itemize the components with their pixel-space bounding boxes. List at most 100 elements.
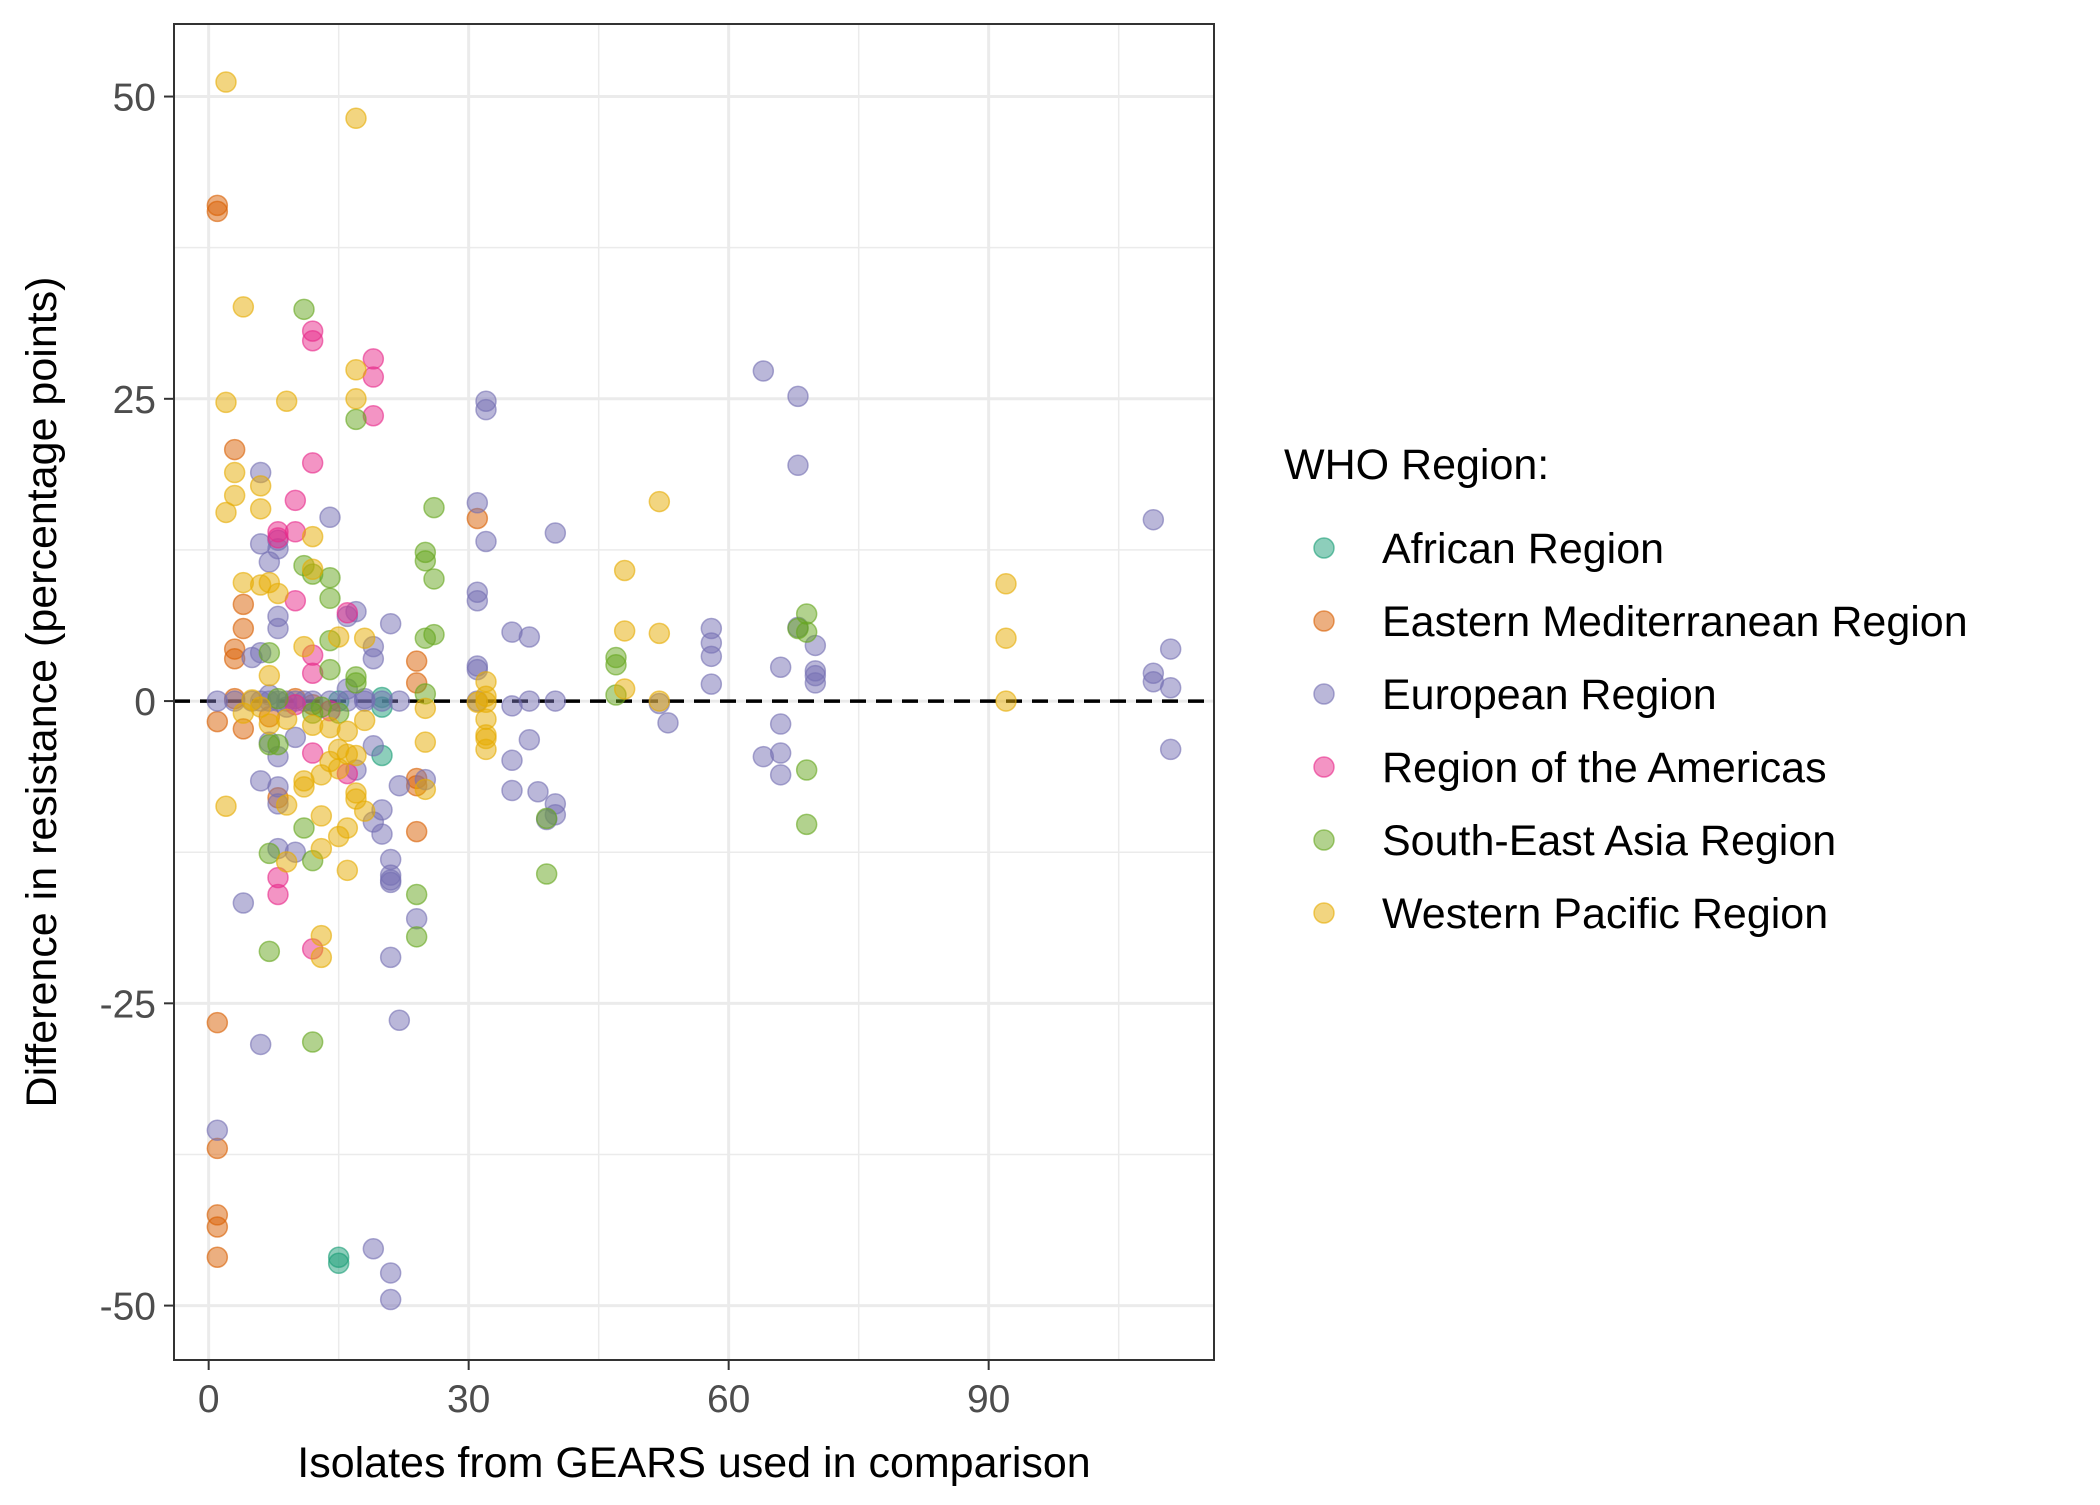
data-point bbox=[336, 602, 359, 624]
data-point bbox=[293, 817, 315, 839]
data-point bbox=[353, 627, 376, 649]
data-point bbox=[319, 716, 341, 739]
data-point bbox=[518, 729, 541, 751]
data-point bbox=[405, 820, 428, 843]
data-point bbox=[475, 738, 497, 761]
data-point bbox=[301, 558, 324, 581]
data-point bbox=[769, 764, 792, 786]
data-point bbox=[405, 907, 428, 930]
data-point bbox=[284, 489, 307, 512]
data-point bbox=[501, 695, 523, 717]
data-point bbox=[769, 742, 792, 764]
data-point bbox=[249, 498, 272, 520]
data-point bbox=[301, 742, 324, 764]
data-point bbox=[787, 385, 809, 408]
data-point bbox=[206, 1137, 229, 1160]
data-point bbox=[544, 690, 567, 712]
data-point bbox=[345, 672, 367, 694]
data-point bbox=[362, 648, 385, 670]
data-point bbox=[769, 656, 792, 678]
data-point bbox=[379, 612, 402, 635]
data-point bbox=[1142, 508, 1165, 531]
data-point bbox=[249, 475, 272, 497]
data-point bbox=[353, 709, 376, 732]
data-point bbox=[215, 501, 237, 524]
data-point bbox=[648, 622, 671, 645]
data-point bbox=[787, 454, 809, 477]
data-point bbox=[267, 617, 289, 640]
data-point bbox=[301, 1031, 324, 1053]
data-point bbox=[345, 107, 367, 130]
data-point bbox=[752, 360, 775, 382]
data-point bbox=[657, 712, 679, 734]
data-point bbox=[518, 626, 541, 648]
data-point bbox=[423, 496, 445, 519]
data-point bbox=[648, 490, 671, 513]
data-point bbox=[475, 530, 497, 553]
data-point bbox=[379, 871, 402, 894]
x-tick-label: 30 bbox=[447, 1378, 490, 1421]
data-point bbox=[301, 662, 324, 685]
data-point bbox=[345, 744, 367, 767]
data-point bbox=[414, 550, 437, 572]
data-point bbox=[995, 690, 1017, 712]
data-point bbox=[1159, 677, 1182, 699]
x-tick-label: 0 bbox=[198, 1378, 220, 1421]
data-point bbox=[275, 794, 298, 816]
data-point bbox=[232, 296, 255, 318]
data-point bbox=[310, 924, 333, 947]
data-point bbox=[293, 776, 315, 798]
legend-label: African Region bbox=[1382, 525, 1664, 573]
data-point bbox=[310, 837, 333, 860]
data-point bbox=[310, 946, 333, 969]
data-point bbox=[414, 697, 437, 720]
legend-item-3: Region of the Americas bbox=[1313, 744, 1827, 792]
data-point bbox=[423, 623, 445, 646]
data-point bbox=[769, 713, 792, 735]
data-point bbox=[362, 348, 385, 370]
data-point bbox=[995, 573, 1017, 595]
y-tick-label: -50 bbox=[100, 1286, 156, 1329]
data-point bbox=[362, 404, 385, 427]
data-point bbox=[267, 527, 289, 549]
data-point bbox=[414, 778, 437, 801]
data-point bbox=[206, 200, 229, 223]
data-point bbox=[379, 946, 402, 969]
data-point bbox=[215, 391, 237, 414]
data-point bbox=[388, 1009, 411, 1032]
data-point bbox=[258, 641, 281, 664]
data-point bbox=[535, 807, 558, 830]
data-point bbox=[371, 823, 393, 845]
data-point bbox=[535, 863, 558, 885]
data-point bbox=[267, 883, 289, 906]
data-point bbox=[215, 71, 237, 93]
legend-key bbox=[1313, 610, 1335, 632]
data-point bbox=[804, 664, 827, 687]
data-point bbox=[544, 522, 567, 544]
data-point bbox=[995, 627, 1017, 649]
data-point bbox=[1159, 738, 1182, 761]
legend-item-5: Western Pacific Region bbox=[1313, 890, 1828, 938]
x-tick-label: 90 bbox=[967, 1378, 1010, 1421]
legend-title: WHO Region: bbox=[1284, 441, 1549, 489]
data-point bbox=[223, 438, 246, 461]
data-point bbox=[275, 708, 298, 730]
data-point bbox=[319, 506, 341, 529]
data-point bbox=[345, 359, 367, 381]
data-point bbox=[475, 398, 497, 421]
data-point bbox=[215, 795, 237, 818]
y-tick-label: -25 bbox=[100, 983, 156, 1026]
data-point bbox=[405, 883, 428, 906]
y-tick-label: 0 bbox=[134, 681, 156, 724]
data-point bbox=[648, 690, 671, 712]
data-point bbox=[362, 1238, 385, 1260]
data-point bbox=[267, 687, 289, 710]
data-point bbox=[249, 1033, 272, 1056]
data-point bbox=[301, 452, 324, 474]
data-point bbox=[232, 892, 255, 914]
data-point bbox=[293, 635, 315, 658]
data-point bbox=[752, 745, 775, 768]
data-point bbox=[405, 926, 428, 948]
data-point bbox=[795, 813, 818, 836]
